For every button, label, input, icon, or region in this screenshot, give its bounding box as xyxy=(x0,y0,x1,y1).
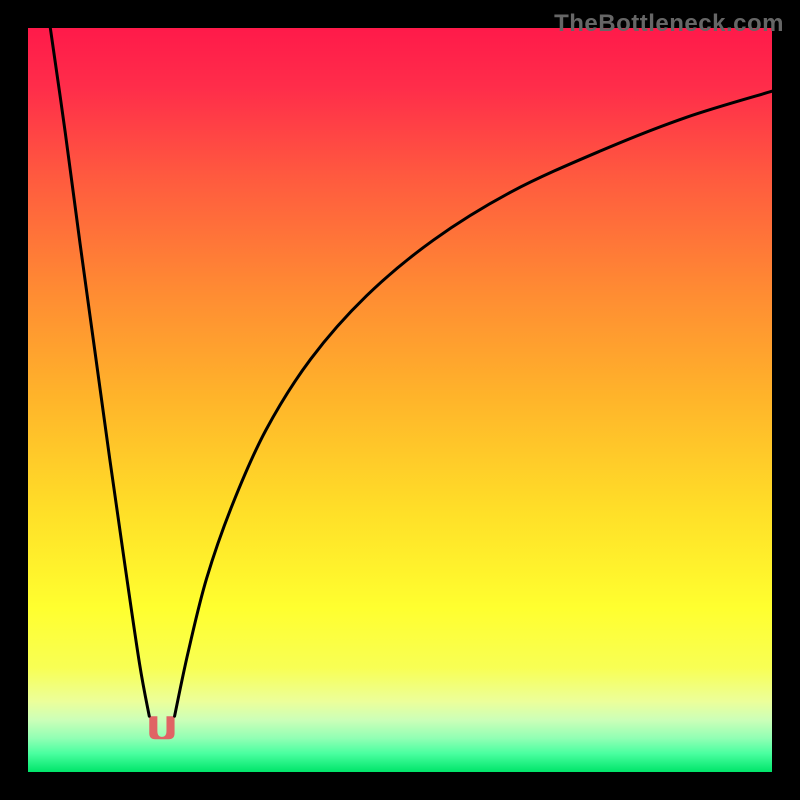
bottleneck-chart xyxy=(0,0,800,800)
watermark-text: TheBottleneck.com xyxy=(554,10,784,38)
chart-container: { "watermark": { "text": "TheBottleneck.… xyxy=(0,0,800,800)
